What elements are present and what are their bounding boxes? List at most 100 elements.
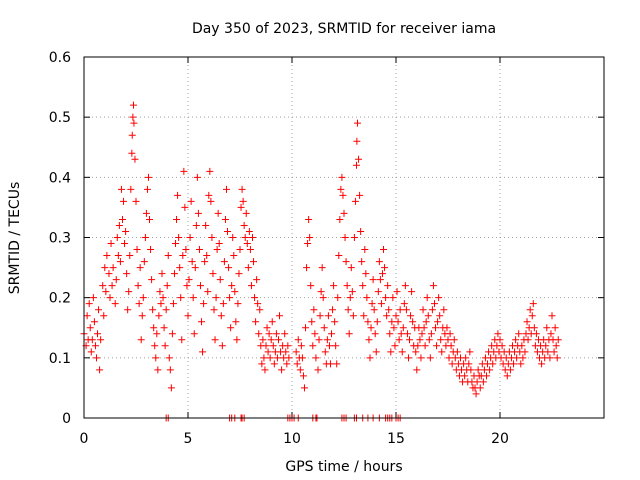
data-point (169, 300, 177, 308)
data-point (243, 240, 251, 248)
data-point (156, 288, 164, 296)
data-point (359, 282, 367, 290)
data-point (212, 294, 220, 302)
data-point (115, 221, 123, 229)
data-point (353, 137, 361, 145)
data-point (111, 300, 119, 308)
data-point (394, 318, 402, 326)
data-point (422, 318, 430, 326)
data-point (214, 209, 222, 217)
data-point (292, 348, 300, 356)
data-point (138, 312, 146, 320)
data-point (300, 384, 308, 392)
data-point (226, 294, 234, 302)
data-point (155, 312, 163, 320)
y-axis-label: SRMTID / TECUs (7, 182, 23, 295)
data-point (515, 330, 523, 338)
data-point (206, 167, 214, 175)
data-point (386, 330, 394, 338)
data-point (92, 354, 100, 362)
data-point (200, 300, 208, 308)
data-point (419, 306, 427, 314)
data-point (284, 342, 292, 350)
data-point (252, 318, 260, 326)
data-point (203, 252, 211, 260)
data-point (209, 270, 217, 278)
data-point (361, 246, 369, 254)
y-tick-label: 0.4 (49, 170, 71, 186)
data-point (258, 360, 266, 368)
data-point (364, 318, 372, 326)
data-point (382, 294, 390, 302)
data-point (466, 348, 474, 356)
data-point (392, 312, 400, 320)
data-point (403, 330, 411, 338)
data-point (437, 336, 445, 344)
data-point (94, 330, 102, 338)
data-point (377, 300, 385, 308)
data-point (434, 318, 442, 326)
data-point (131, 155, 139, 163)
data-point (177, 294, 185, 302)
data-point (123, 270, 131, 278)
data-point (139, 294, 147, 302)
data-point (204, 288, 212, 296)
data-points (80, 101, 562, 422)
data-point (264, 348, 272, 356)
data-point (299, 372, 307, 380)
data-point (472, 390, 480, 398)
data-point (368, 300, 376, 308)
data-point (532, 330, 540, 338)
data-point (446, 330, 454, 338)
data-point (358, 258, 366, 266)
data-point (424, 312, 432, 320)
data-point (305, 215, 313, 223)
data-point (183, 282, 191, 290)
data-point (423, 294, 431, 302)
data-point (126, 252, 134, 260)
data-point (372, 348, 380, 356)
data-point (526, 306, 534, 314)
data-point (542, 342, 550, 350)
data-point (336, 215, 344, 223)
data-point (262, 342, 270, 350)
data-point (112, 276, 120, 284)
data-point (312, 354, 320, 362)
data-point (101, 264, 109, 272)
data-point (217, 312, 225, 320)
data-point (97, 336, 105, 344)
data-point (340, 209, 348, 217)
data-point (272, 330, 280, 338)
data-point (162, 306, 170, 314)
data-point (352, 161, 360, 169)
data-point (276, 312, 284, 320)
data-point (116, 258, 124, 266)
data-point (462, 354, 470, 362)
data-point (234, 300, 242, 308)
data-point (325, 342, 333, 350)
data-point (100, 312, 108, 320)
data-point (88, 336, 96, 344)
data-point (229, 234, 237, 241)
data-point (513, 354, 521, 362)
data-point (187, 197, 195, 205)
data-point (247, 282, 255, 290)
data-point (216, 276, 224, 284)
data-point (356, 191, 364, 199)
data-point (267, 336, 275, 344)
data-point (180, 167, 188, 175)
data-point (321, 348, 329, 356)
data-point (205, 191, 213, 199)
data-point (479, 378, 487, 386)
y-tick-label: 0 (62, 411, 71, 427)
data-point (222, 185, 230, 193)
data-point (83, 312, 91, 320)
data-point (357, 227, 365, 235)
data-point (102, 288, 110, 296)
data-point (476, 384, 484, 392)
data-point (215, 240, 223, 248)
data-point (172, 240, 180, 248)
data-point (210, 306, 218, 314)
data-point (436, 312, 444, 320)
data-point (256, 306, 264, 314)
